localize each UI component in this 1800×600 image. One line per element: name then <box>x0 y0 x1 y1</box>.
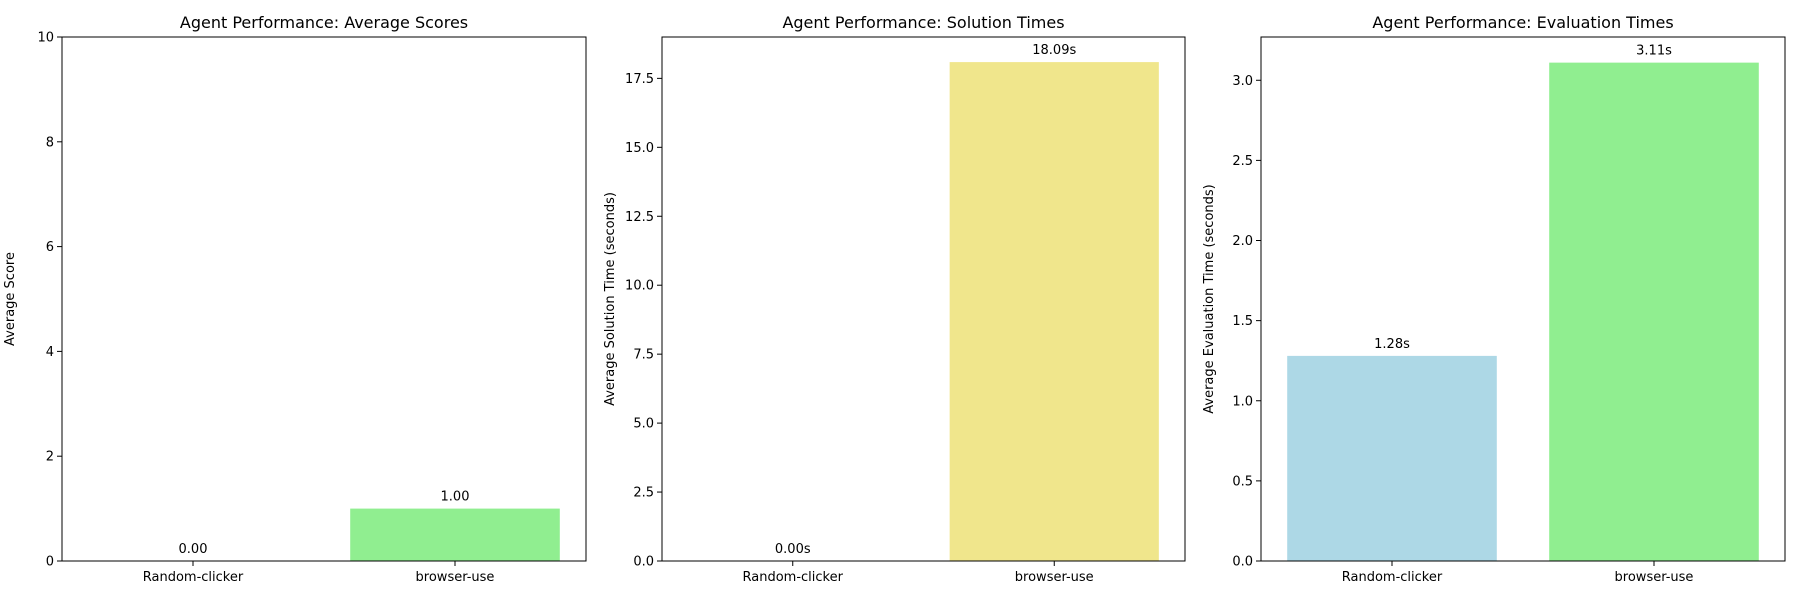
x-tick-label: Random-clicker <box>143 570 244 585</box>
y-tick-label: 5.0 <box>633 417 654 432</box>
y-tick-label: 0.0 <box>1232 555 1253 570</box>
y-tick-label: 1.5 <box>1232 314 1253 329</box>
y-tick-label: 17.5 <box>625 72 654 87</box>
chart-title: Agent Performance: Average Scores <box>180 13 468 32</box>
chart-panel-1: Agent Performance: Average Scores Average… <box>3 13 587 585</box>
bar-browser-use <box>949 62 1159 562</box>
plot-frame <box>661 36 1186 562</box>
x-tick-label: browser-use <box>1015 570 1094 585</box>
y-tick-label: 2.5 <box>1232 154 1253 169</box>
x-tick-label: Random-clicker <box>1342 570 1443 585</box>
y-tick-label: 15.0 <box>625 141 654 156</box>
x-tick-label: Random-clicker <box>743 570 844 585</box>
y-tick-label: 0.0 <box>633 555 654 570</box>
y-tick-label: 4 <box>46 345 54 360</box>
chart-panel-3: Agent Performance: Evaluation Times Avera… <box>1202 13 1786 585</box>
bar-browser-use <box>350 508 560 561</box>
y-axis-label: Average Evaluation Time (seconds) <box>1202 184 1217 413</box>
y-tick-label: 1.0 <box>1232 394 1253 409</box>
plot-frame <box>1260 36 1786 562</box>
y-tick-label: 2.5 <box>633 486 654 501</box>
chart-title: Agent Performance: Solution Times <box>782 13 1064 32</box>
chart-title: Agent Performance: Evaluation Times <box>1372 13 1673 32</box>
bar-random-clicker <box>1287 355 1497 561</box>
y-tick-label: 0 <box>46 555 54 570</box>
chart-panel-2: Agent Performance: Solution Times Average… <box>603 13 1186 585</box>
y-tick-label: 7.5 <box>633 348 654 363</box>
plot-frame <box>61 36 587 562</box>
y-axis-label: Average Score <box>3 252 18 346</box>
y-tick-label: 2 <box>46 450 54 465</box>
data-label: 0.00 <box>179 542 208 557</box>
y-tick-label: 3.0 <box>1232 74 1253 89</box>
y-tick-label: 10 <box>37 31 54 46</box>
data-label: 3.11s <box>1636 44 1672 59</box>
y-axis-label: Average Solution Time (seconds) <box>603 192 618 406</box>
data-label: 18.09s <box>1032 43 1076 58</box>
x-tick-label: browser-use <box>416 570 495 585</box>
data-label: 1.00 <box>441 490 470 505</box>
data-label: 1.28s <box>1374 337 1410 352</box>
y-tick-label: 8 <box>46 135 54 150</box>
data-label: 0.00s <box>775 542 811 557</box>
y-tick-label: 12.5 <box>625 210 654 225</box>
x-tick-label: browser-use <box>1615 570 1694 585</box>
y-tick-label: 0.5 <box>1232 474 1253 489</box>
bar-browser-use <box>1549 62 1759 561</box>
y-tick-label: 6 <box>46 240 54 255</box>
y-tick-label: 2.0 <box>1232 234 1253 249</box>
y-tick-label: 10.0 <box>625 279 654 294</box>
